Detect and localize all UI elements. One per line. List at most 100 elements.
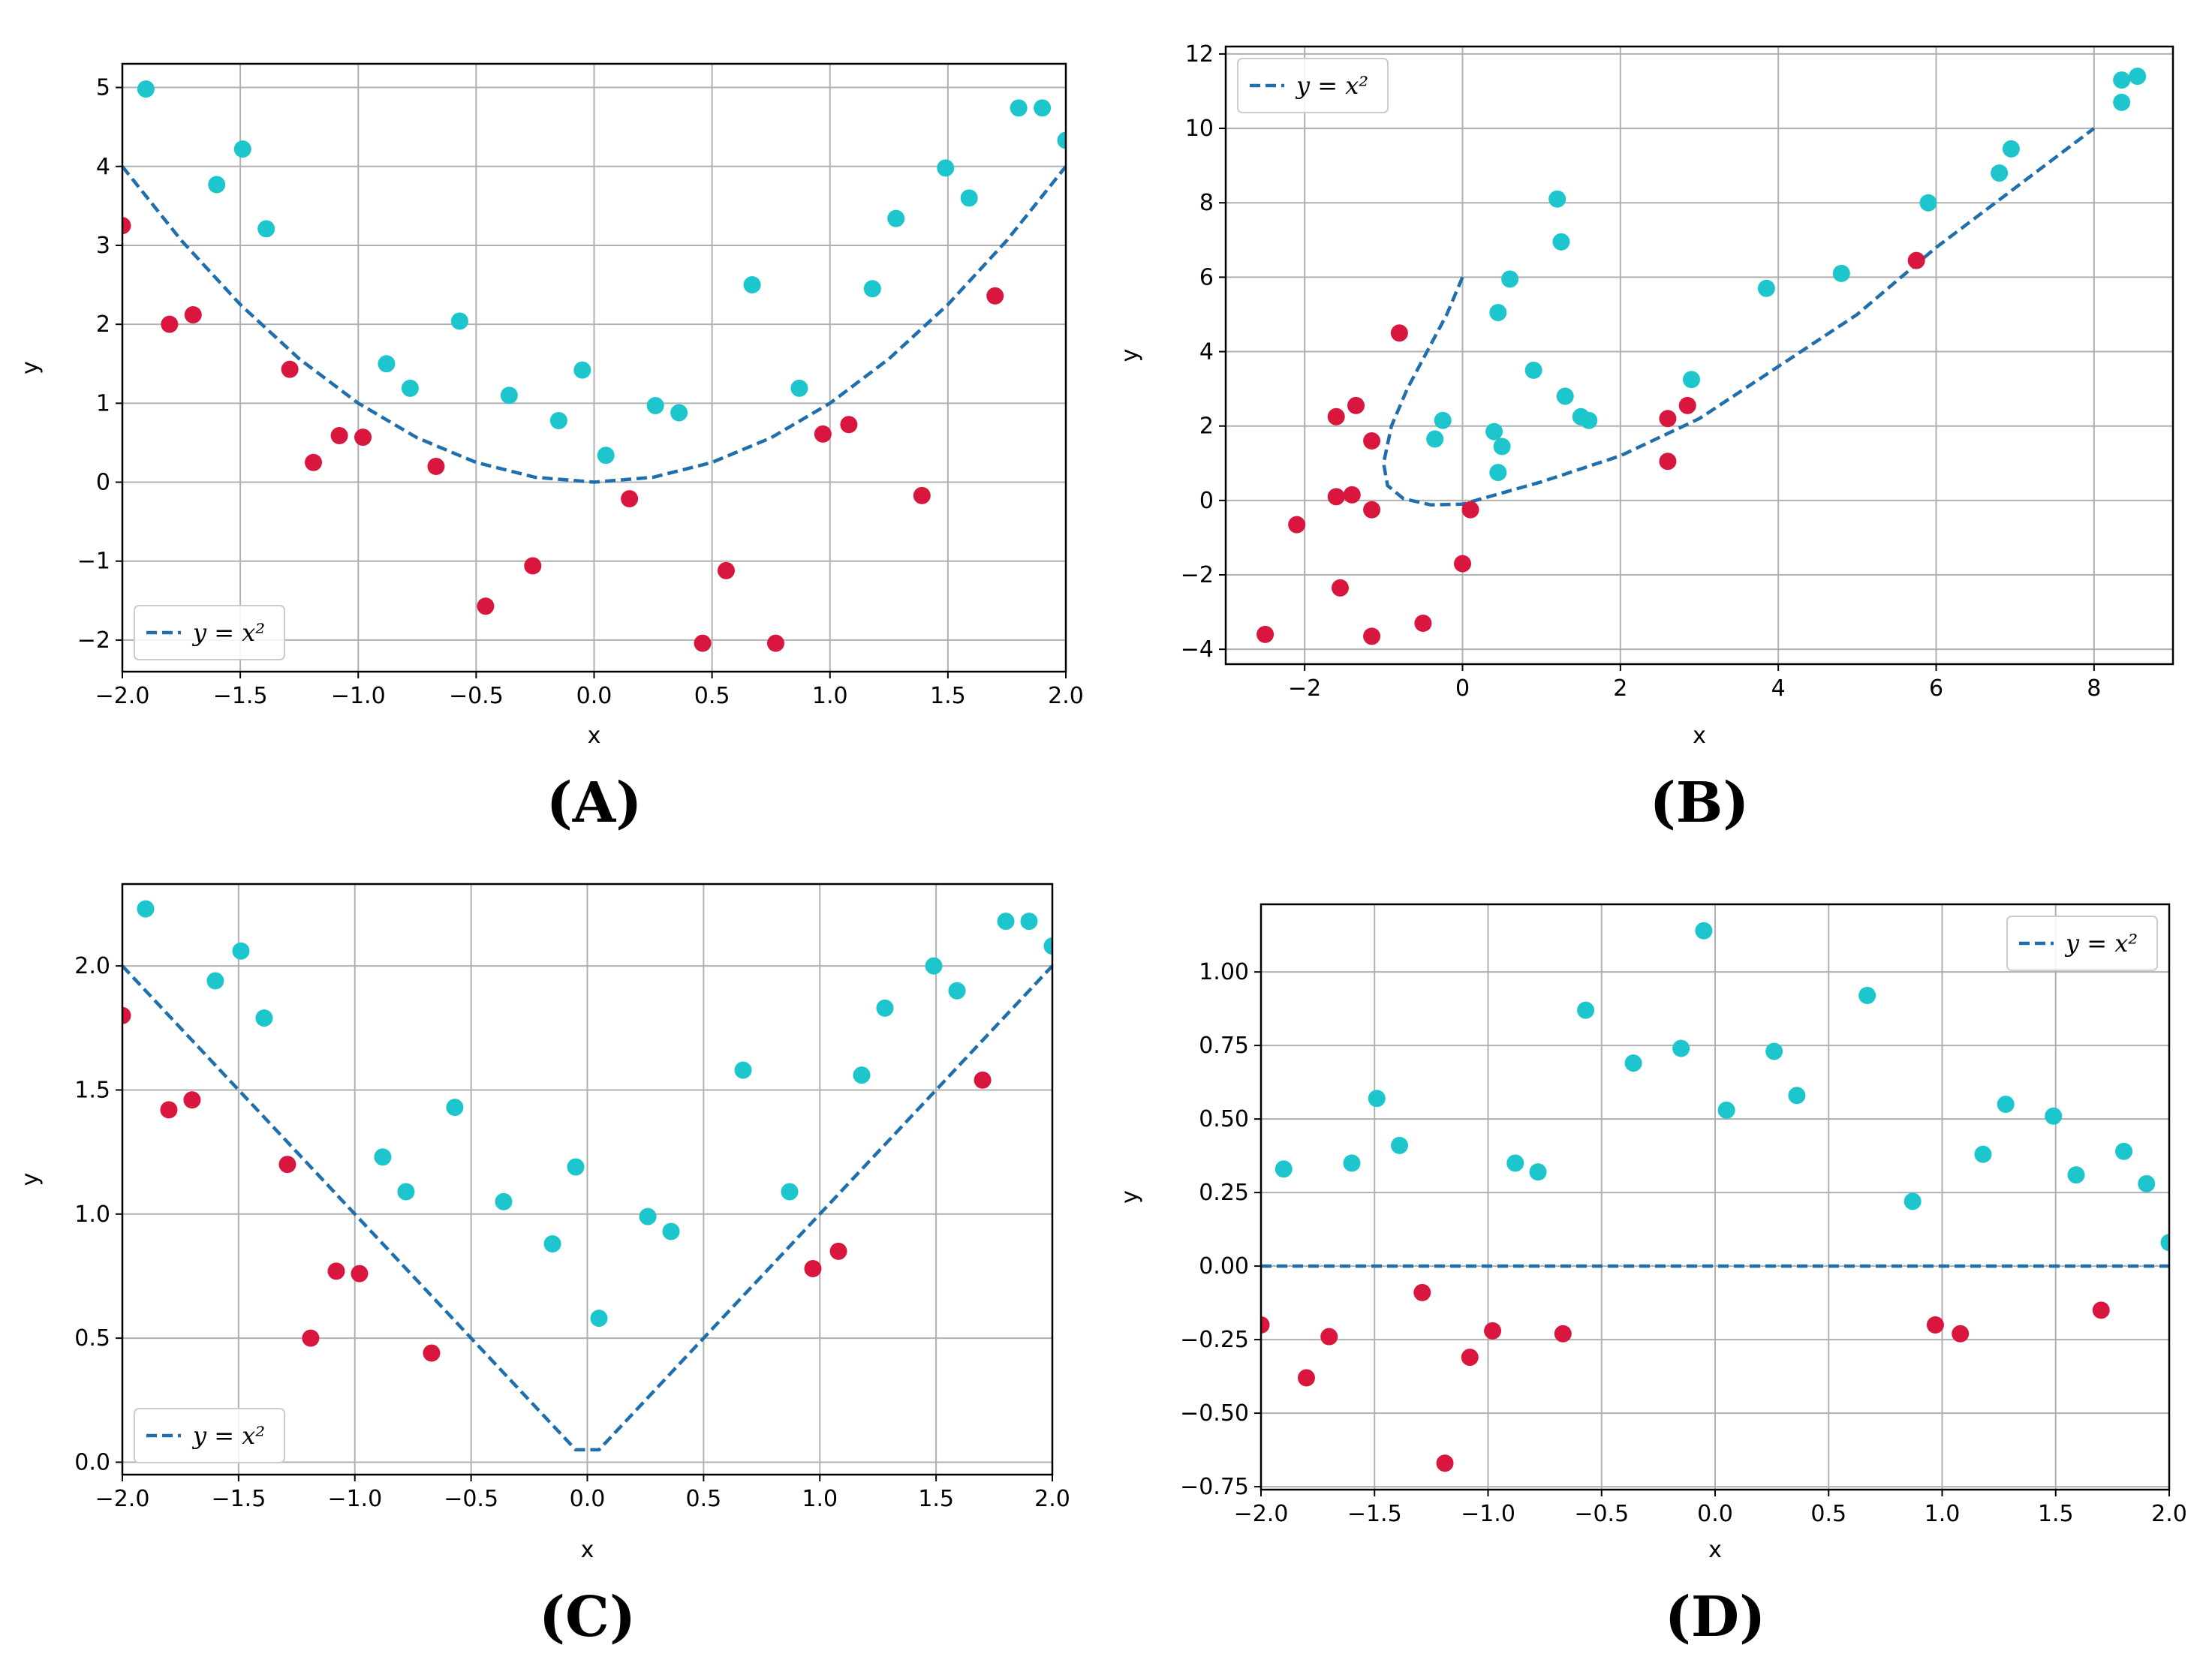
x-tick-label: −1.5	[211, 1486, 266, 1512]
y-tick-label: 1.5	[74, 1077, 110, 1103]
panel-b: −2 0 2 4 6 8 −4 −2 0 2 4 6 8 10 12 x y y = x² (B)	[1117, 41, 2174, 835]
data-point	[876, 999, 894, 1017]
grid	[1226, 47, 2173, 664]
data-point	[1501, 270, 1519, 288]
data-point	[1926, 1316, 1944, 1334]
x-tick-label: 1.5	[2038, 1501, 2074, 1527]
curve-line	[1382, 127, 2096, 507]
x-tick-label: −0.5	[1574, 1501, 1629, 1527]
curve-line	[122, 964, 1052, 1452]
y-tick-label: 4	[96, 154, 110, 180]
data-point	[1020, 913, 1038, 931]
data-point	[1904, 1192, 1922, 1210]
y-tick-label: 1.0	[74, 1201, 110, 1228]
data-point	[1043, 937, 1052, 955]
legend-label: y = x²	[2064, 929, 2138, 958]
data-point	[1580, 411, 1598, 429]
data-point	[1678, 396, 1696, 414]
x-tick-label: −2	[1288, 675, 1321, 702]
x-tick-label: 2.0	[1048, 683, 1084, 709]
data-point	[1907, 251, 1925, 269]
axes-frame	[1224, 45, 2174, 666]
panel-d: −2.0 −1.5 −1.0 −0.5 0.0 0.5 1.0 1.5 2.0 −0.75 −0.5…	[1117, 903, 2187, 1649]
data-point	[1484, 1322, 1502, 1340]
data-point	[2113, 93, 2131, 111]
data-point	[1524, 361, 1542, 379]
data-point	[1368, 1090, 1386, 1108]
data-point	[1320, 1328, 1338, 1346]
panel-label: (D)	[1665, 1585, 1765, 1649]
y-tick-label: 12	[1185, 41, 1214, 68]
data-point	[281, 360, 299, 378]
x-tick-label: 1.0	[812, 683, 848, 709]
data-point	[913, 486, 931, 504]
data-point	[1363, 501, 1381, 519]
data-point	[1327, 488, 1345, 506]
x-tick-label: −0.5	[449, 683, 504, 709]
panel-label: (C)	[539, 1585, 636, 1649]
x-axis-label: x	[1708, 1537, 1722, 1563]
data-point	[1461, 1349, 1479, 1367]
data-point	[997, 913, 1015, 931]
data-point	[137, 900, 155, 918]
data-point	[986, 287, 1004, 305]
x-tick-label: −0.5	[444, 1486, 498, 1512]
y-tick-label: 8	[1199, 190, 1214, 216]
data-point	[1788, 1087, 1806, 1105]
data-point	[1672, 1039, 1690, 1057]
data-point	[495, 1192, 513, 1210]
x-tick-label: 6	[1929, 675, 1943, 702]
x-tick-label: 8	[2087, 675, 2101, 702]
y-axis-label: y	[17, 1173, 44, 1186]
data-point	[2160, 1234, 2169, 1252]
data-point	[804, 1260, 822, 1278]
x-tick-label: −1.5	[213, 683, 268, 709]
legend: y = x²	[2006, 916, 2158, 971]
data-point	[1391, 1136, 1409, 1154]
series-below	[122, 217, 1004, 652]
data-point	[1461, 501, 1479, 519]
data-point	[1275, 1160, 1293, 1178]
data-point	[1413, 1283, 1431, 1301]
x-tick-label: 0.0	[570, 1486, 606, 1512]
data-point	[1434, 411, 1452, 429]
data-point	[1426, 430, 1444, 448]
grid	[122, 884, 1053, 1475]
legend-box	[134, 605, 285, 660]
y-tick-label: 0.50	[1199, 1106, 1249, 1132]
data-point	[1261, 1316, 1270, 1334]
data-point	[2113, 71, 2131, 89]
legend-label: y = x²	[191, 618, 265, 647]
data-point	[1288, 516, 1306, 534]
legend-box	[2006, 916, 2158, 971]
data-point	[1556, 387, 1574, 405]
data-point	[2115, 1142, 2132, 1160]
series-below	[122, 1006, 992, 1362]
data-point	[2045, 1107, 2063, 1125]
data-point	[1659, 410, 1677, 428]
data-point	[646, 396, 664, 414]
data-point	[1659, 453, 1677, 471]
data-point	[925, 957, 943, 975]
data-point	[232, 942, 250, 960]
data-point	[450, 312, 468, 330]
y-tick-label: −2	[77, 627, 110, 654]
data-point	[2129, 68, 2147, 86]
legend: y = x²	[134, 1408, 285, 1463]
y-axis-label: y	[1117, 349, 1143, 362]
x-tick-label: −2.0	[95, 1486, 150, 1512]
data-point	[1343, 486, 1361, 504]
y-tick-label: −0.75	[1180, 1474, 1249, 1500]
data-point	[423, 1344, 441, 1362]
y-tick-label: −4	[1181, 636, 1214, 663]
data-point	[829, 1242, 847, 1260]
series-below	[1256, 251, 1925, 645]
data-point	[184, 306, 202, 324]
data-point	[1765, 1042, 1783, 1060]
panel-label: (A)	[546, 771, 642, 835]
data-point	[734, 1061, 752, 1079]
y-tick-label: −2	[1181, 562, 1214, 588]
data-point	[378, 355, 396, 373]
data-point	[1974, 1145, 1992, 1163]
